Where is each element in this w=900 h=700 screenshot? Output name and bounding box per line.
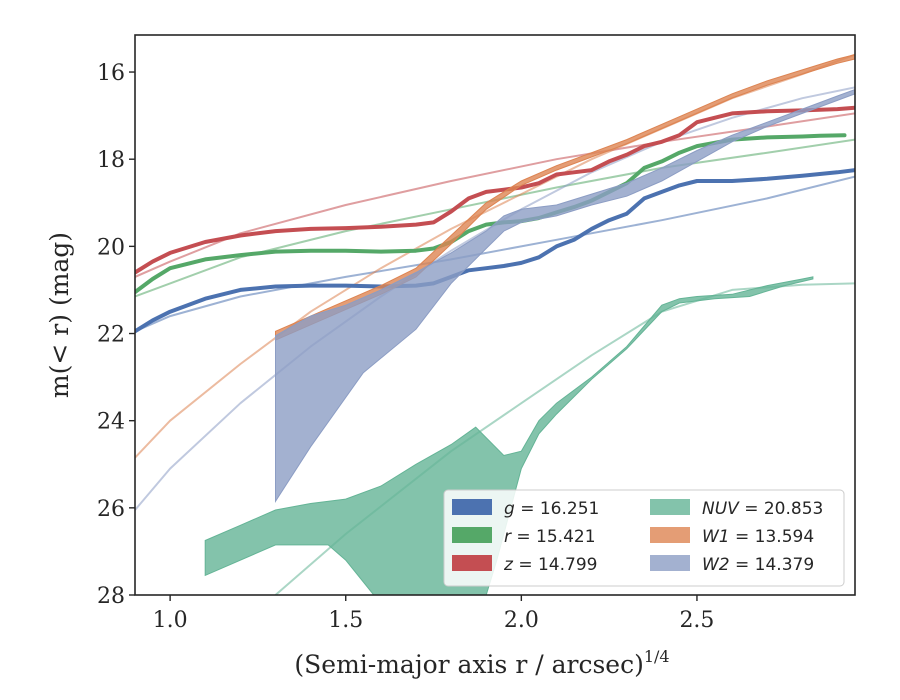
legend-swatch-g (452, 499, 492, 515)
series-layer (135, 53, 855, 595)
legend-swatch-nuv (650, 499, 690, 515)
x-axis-label: (Semi-major axis r / arcsec)1/4 (294, 647, 669, 679)
legend-swatch-r (452, 527, 492, 543)
plot-frame (134, 34, 856, 596)
legend-var-z: z (503, 555, 514, 575)
legend-swatch-w2 (650, 555, 690, 571)
x-tick-label: 1.5 (328, 608, 363, 633)
legend-swatch-w1 (650, 527, 690, 543)
x-axis-ticks: 1.0 1.5 2.0 2.5 (153, 595, 714, 633)
profile-line-z (135, 105, 855, 275)
x-axis-label-main: (Semi-major axis r / arcsec) (294, 650, 643, 679)
legend-value-r: = 15.421 (511, 527, 596, 547)
y-axis-ticks: 16 18 20 22 24 26 28 (97, 61, 135, 609)
y-tick-label: 22 (97, 323, 125, 348)
legend-var-w1: W1 (702, 527, 730, 547)
y-tick-label: 16 (97, 61, 125, 86)
legend-var-w2: W2 (702, 555, 730, 575)
legend-var-r: r (504, 527, 512, 547)
y-tick-label: 26 (97, 497, 125, 522)
legend-swatch-z (452, 555, 492, 571)
legend-label-w1: W1 = 13.594 (702, 527, 814, 547)
x-tick-label: 2.0 (504, 608, 539, 633)
x-tick-label: 1.0 (153, 608, 188, 633)
band-w1 (275, 54, 855, 341)
y-tick-label: 24 (97, 410, 125, 435)
x-tick-label: 2.5 (679, 608, 714, 633)
legend-value-nuv: = 20.853 (739, 499, 824, 519)
legend-value-w2: = 14.379 (730, 555, 815, 575)
legend-label-z: z = 14.799 (503, 555, 597, 575)
y-tick-label: 18 (97, 148, 125, 173)
legend-label-g: g = 16.251 (504, 499, 599, 519)
band-w2 (275, 88, 855, 503)
profile-line-g (135, 168, 855, 334)
y-axis-label: m(< r) (mag) (45, 232, 74, 398)
legend-label-nuv: NUV = 20.853 (702, 499, 823, 519)
legend-frame (443, 489, 845, 587)
legend-value-z: = 14.799 (513, 555, 598, 575)
x-axis-label-exponent: 1/4 (644, 647, 670, 666)
y-tick-label: 28 (97, 584, 125, 609)
legend-var-nuv: NUV (702, 499, 740, 519)
legend-label-w2: W2 = 14.379 (702, 555, 814, 575)
legend-label-r: r = 15.421 (504, 527, 596, 547)
legend-value-g: = 16.251 (515, 499, 600, 519)
y-tick-label: 20 (97, 235, 125, 260)
fit-line-z (135, 112, 855, 278)
legend-var-g: g (504, 499, 515, 519)
legend-value-w1: = 13.594 (730, 527, 815, 547)
